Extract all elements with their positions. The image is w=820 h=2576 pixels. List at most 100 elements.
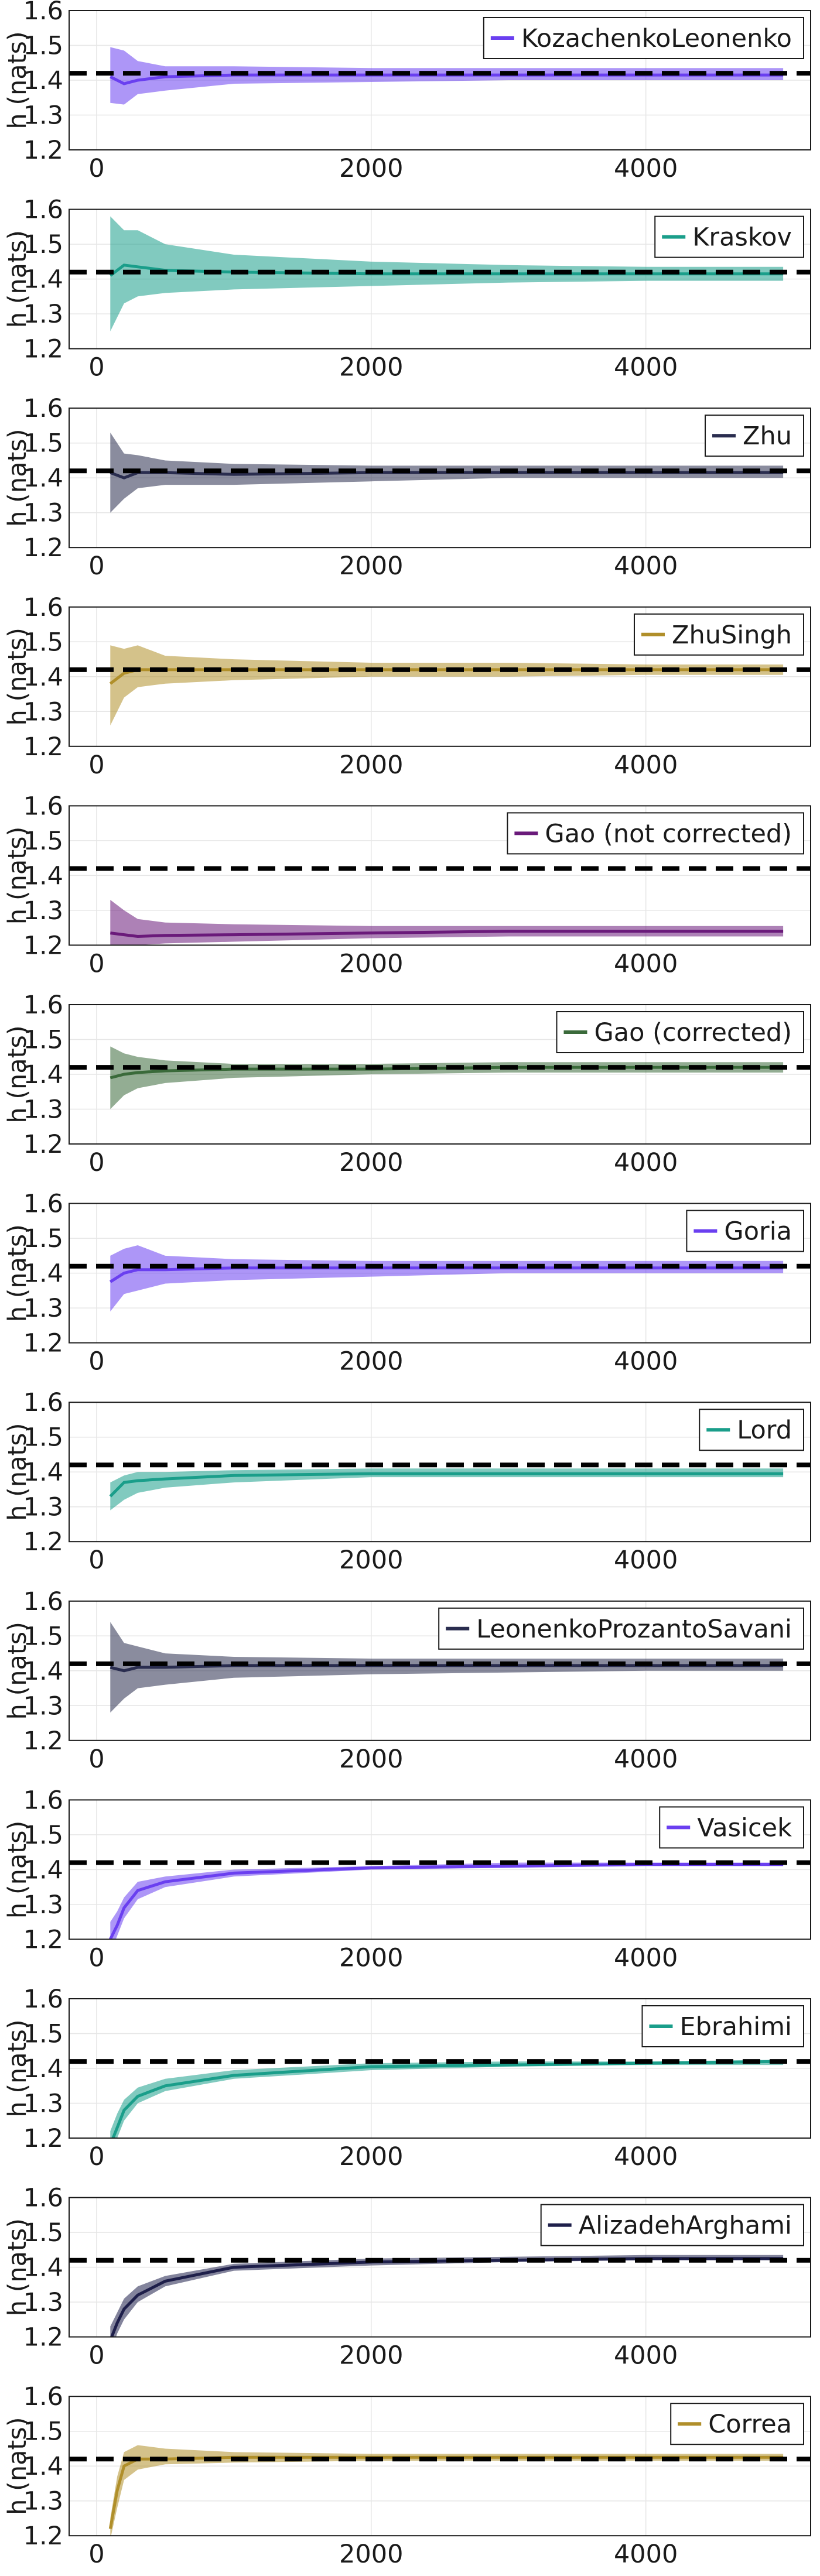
legend: Gao (not corrected) [507,812,804,855]
legend-label: Vasicek [697,1813,792,1842]
confidence-band [110,1468,784,1510]
legend: Zhu [705,415,804,457]
confidence-band [110,1245,784,1312]
y-tick-label: 1.5 [23,1821,63,1850]
x-tick-label: 2000 [339,1148,403,1177]
legend-box [540,2204,804,2246]
x-tick-label: 2000 [339,2341,403,2371]
chart-panel-12: 1.2 1.3 1.4 1.5 1.6 0 2000 4000 h (nats) Alizadeh… [3,2184,811,2371]
chart-panel-5: 1.2 1.3 1.4 1.5 1.6 0 2000 4000 h (nats) Gao (not… [3,792,811,978]
x-tick-label: 4000 [614,2341,678,2371]
x-tick-label: 4000 [614,949,678,978]
y-tick-label: 1.4 [23,464,63,493]
y-tick-label: 1.5 [23,429,63,458]
legend: Lord [699,1409,804,1451]
plot-area [109,1245,784,1312]
x-tick-label: 2000 [339,2540,403,2569]
legend-label: Gao (corrected) [594,1018,792,1047]
legend-label: LeonenkoProzantoSavani [476,1615,792,1644]
y-tick-label: 1.4 [23,2253,63,2283]
legend-label: Kraskov [692,223,792,252]
y-tick-label: 1.4 [23,861,63,890]
legend: Ebrahimi [641,2005,804,2047]
confidence-band [110,645,784,726]
y-axis-label: h (nats) [3,1224,32,1322]
plot-area [108,2445,784,2536]
x-tick-label: 0 [88,1546,104,1575]
chart-panel-11: 1.2 1.3 1.4 1.5 1.6 0 2000 4000 h (nats) Ebrahimi [3,1985,811,2171]
y-tick-label: 1.3 [23,2487,63,2516]
y-tick-label: 1.2 [23,2124,63,2153]
legend: ZhuSingh [633,613,804,656]
y-tick-label: 1.3 [23,1095,63,1125]
confidence-band [110,2255,784,2337]
legend-box [438,1607,804,1650]
y-tick-label: 1.6 [23,1587,63,1616]
y-tick-label: 1.3 [23,1493,63,1522]
y-tick-label: 1.2 [23,1527,63,1557]
y-tick-label: 1.2 [23,931,63,960]
plot-frame [69,1998,811,2139]
legend-label: KozachenkoLeonenko [521,24,792,53]
legend: LeonenkoProzantoSavani [438,1607,804,1650]
chart-panel-6: 1.2 1.3 1.4 1.5 1.6 0 2000 4000 h (nats) Gao (cor… [3,991,811,1177]
y-tick-label: 1.6 [23,1388,63,1417]
y-tick-label: 1.6 [23,1190,63,1219]
chart-panel-7: 1.2 1.3 1.4 1.5 1.6 0 2000 4000 h (nats) Goria [3,1190,811,1376]
y-tick-label: 1.3 [23,697,63,727]
chart-panel-1: 1.2 1.3 1.4 1.5 1.6 0 2000 4000 h (nats) Kozachen… [3,0,811,183]
y-tick-label: 1.2 [23,1727,63,1756]
legend-label: Gao (not corrected) [545,819,792,848]
y-tick-label: 1.4 [23,2054,63,2084]
mean-line [109,1863,784,1940]
legend: Kraskov [654,215,804,258]
y-tick-label: 1.5 [23,628,63,657]
y-tick-label: 1.6 [23,593,63,622]
y-axis-label: h (nats) [3,31,32,129]
y-tick-label: 1.4 [23,265,63,294]
y-tick-label: 1.3 [23,2288,63,2317]
y-tick-label: 1.2 [23,136,63,165]
plot-frame [69,1004,811,1145]
y-axis-label: h (nats) [3,1821,32,1919]
x-tick-label: 0 [88,551,104,581]
x-tick-label: 0 [88,353,104,382]
y-tick-label: 1.2 [23,2522,63,2551]
x-tick-label: 4000 [614,1148,678,1177]
y-tick-label: 1.3 [23,1294,63,1323]
plot-area [109,645,784,726]
y-tick-label: 1.6 [23,1985,63,2014]
y-tick-label: 1.5 [23,827,63,856]
plot-frame [69,1600,811,1741]
confidence-band [110,900,784,946]
y-tick-label: 1.5 [23,1224,63,1253]
x-tick-label: 4000 [614,751,678,780]
plot-frame [69,2396,811,2537]
y-tick-label: 1.6 [23,196,63,225]
mean-line [110,471,784,479]
plot-area [110,2255,784,2337]
x-tick-label: 0 [88,949,104,978]
y-axis-label: h (nats) [3,2417,32,2515]
x-tick-label: 0 [88,2341,104,2371]
legend-label: Lord [737,1416,792,1445]
x-tick-label: 4000 [614,1943,678,1972]
y-tick-label: 1.4 [23,2452,63,2481]
x-tick-label: 2000 [339,551,403,581]
x-tick-label: 0 [88,751,104,780]
x-tick-label: 0 [88,2142,104,2171]
legend-label: AlizadehArghami [579,2211,792,2241]
confidence-band [110,1622,784,1713]
y-axis-label: h (nats) [3,230,32,328]
y-axis-label: h (nats) [3,1025,32,1123]
y-axis-label: h (nats) [3,2019,32,2117]
plot-frame [69,208,811,350]
y-tick-label: 1.5 [23,1423,63,1453]
legend-label: Goria [724,1217,792,1246]
y-tick-label: 1.4 [23,1060,63,1090]
plot-frame [69,407,811,549]
y-tick-label: 1.6 [23,2184,63,2213]
y-tick-label: 1.2 [23,732,63,762]
x-tick-label: 2000 [339,751,403,780]
